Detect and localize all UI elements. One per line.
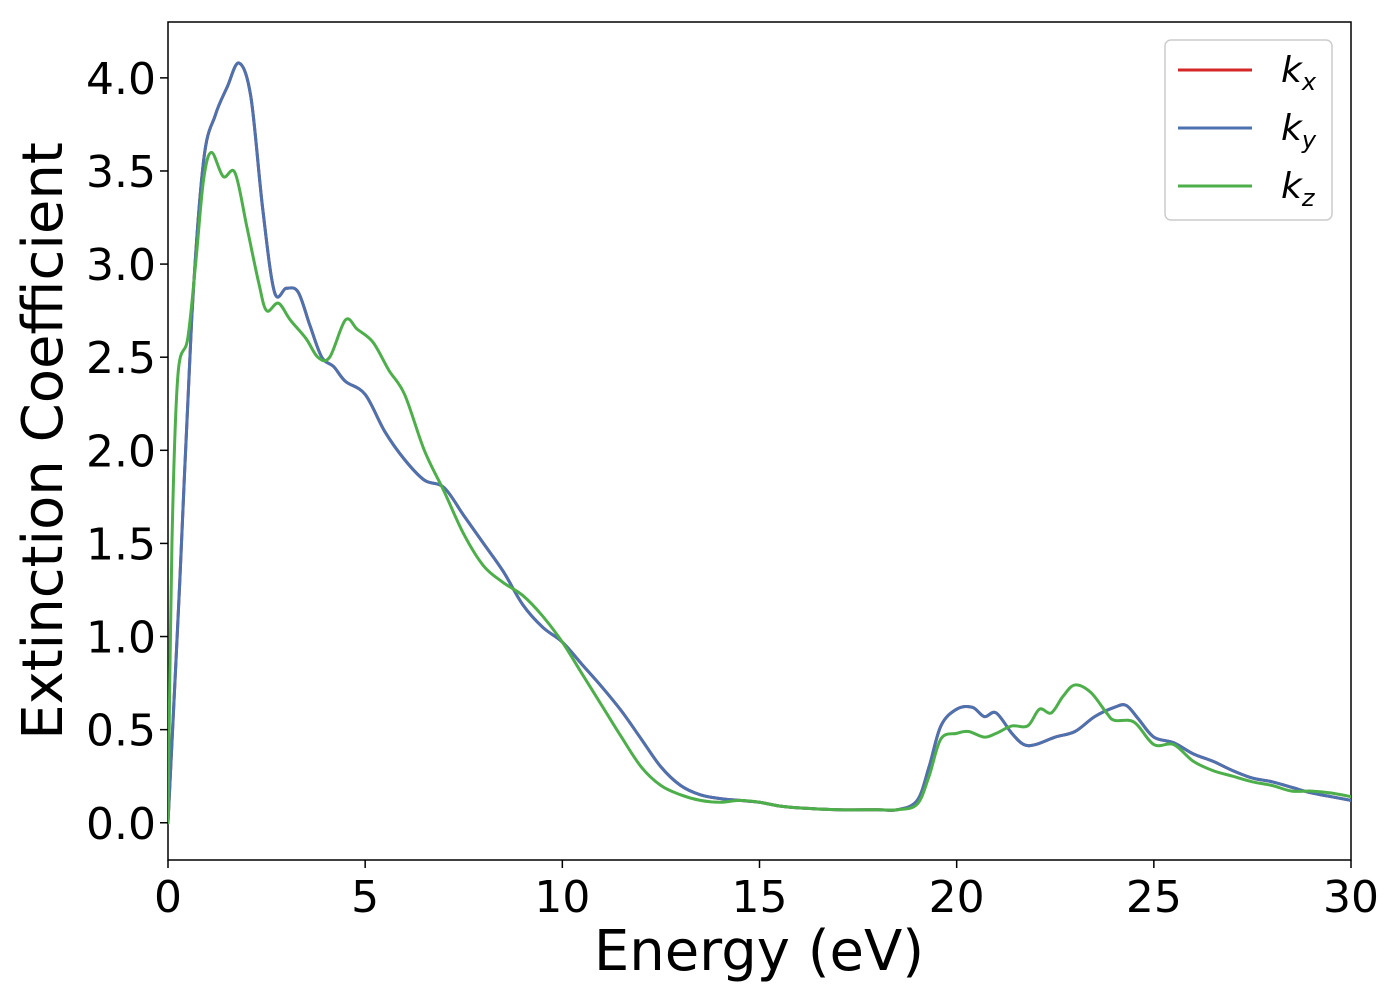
y-tick-label: 2.0 [86, 426, 156, 477]
y-tick-label: 3.5 [86, 147, 156, 198]
y-axis-title: Extinction Coefficient [11, 142, 76, 740]
series-layer [168, 61, 1351, 825]
y-axis-ticks: 0.0 0.5 1.0 1.5 2.0 2.5 3.0 3.5 4.0 [86, 54, 168, 850]
y-tick-label: 4.0 [86, 54, 156, 105]
x-tick-label: 25 [1126, 872, 1182, 923]
x-tick-label: 0 [154, 872, 182, 923]
x-axis-title: Energy (eV) [594, 919, 924, 984]
x-axis-ticks: 0 5 10 15 20 25 30 [154, 860, 1379, 923]
x-tick-label: 15 [732, 872, 788, 923]
y-tick-label: 3.0 [86, 240, 156, 291]
x-tick-label: 20 [929, 872, 985, 923]
y-tick-label: 0.5 [86, 706, 156, 757]
series-line-k-y [168, 61, 1351, 825]
legend-label-k-z: kz [1281, 166, 1316, 212]
x-tick-label: 30 [1323, 872, 1379, 923]
legend: kx ky kz [1164, 39, 1333, 221]
x-tick-label: 10 [534, 872, 590, 923]
y-tick-label: 1.5 [86, 519, 156, 570]
y-tick-label: 0.0 [86, 799, 156, 850]
legend-box [1164, 39, 1333, 221]
legend-label-k-y: ky [1281, 108, 1317, 154]
legend-label-k-x: kx [1281, 50, 1317, 96]
y-tick-label: 2.5 [86, 333, 156, 384]
x-tick-label: 5 [351, 872, 379, 923]
series-line-k-z [168, 150, 1351, 825]
y-tick-label: 1.0 [86, 613, 156, 664]
